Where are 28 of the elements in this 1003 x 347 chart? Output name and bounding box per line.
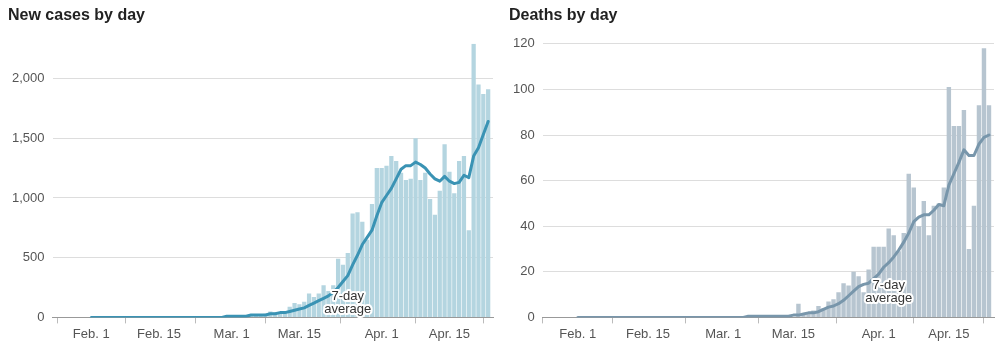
x-tick-label: Mar. 1 [213, 325, 250, 341]
annotation: 7-day average [865, 277, 913, 306]
y-tick-label: 80 [520, 126, 535, 142]
x-tick-label: Feb. 1 [72, 325, 110, 341]
x-tick-label: Mar. 15 [277, 325, 322, 341]
y-tick-label: 40 [520, 217, 535, 233]
y-tick-label: 60 [520, 172, 535, 188]
y-tick-label: 0 [37, 308, 45, 324]
x-tick-label: Mar. 15 [771, 325, 816, 341]
chart-title: Deaths by day [509, 6, 619, 25]
x-tick-label: Apr. 15 [928, 325, 970, 341]
x-tick-label: Apr. 15 [428, 325, 471, 341]
x-tick-label: Feb. 15 [136, 325, 182, 341]
y-tick-label: 20 [520, 263, 535, 279]
x-tick-label: Apr. 1 [364, 325, 399, 341]
y-tick-label: 100 [512, 80, 535, 96]
y-tick-label: 120 [512, 35, 535, 51]
y-tick-label: 500 [22, 249, 45, 265]
x-tick-label: Feb. 15 [625, 325, 671, 341]
x-tick-label: Apr. 1 [861, 325, 896, 341]
y-tick-label: 1,500 [11, 129, 45, 145]
y-tick-label: 0 [527, 308, 535, 324]
annotation: 7-day average [324, 288, 372, 317]
y-tick-label: 2,000 [11, 70, 45, 86]
x-tick-label: Feb. 1 [559, 325, 597, 341]
x-tick-label: Mar. 1 [705, 325, 742, 341]
chart-title: New cases by day [8, 6, 146, 25]
y-tick-label: 1,000 [11, 189, 45, 205]
